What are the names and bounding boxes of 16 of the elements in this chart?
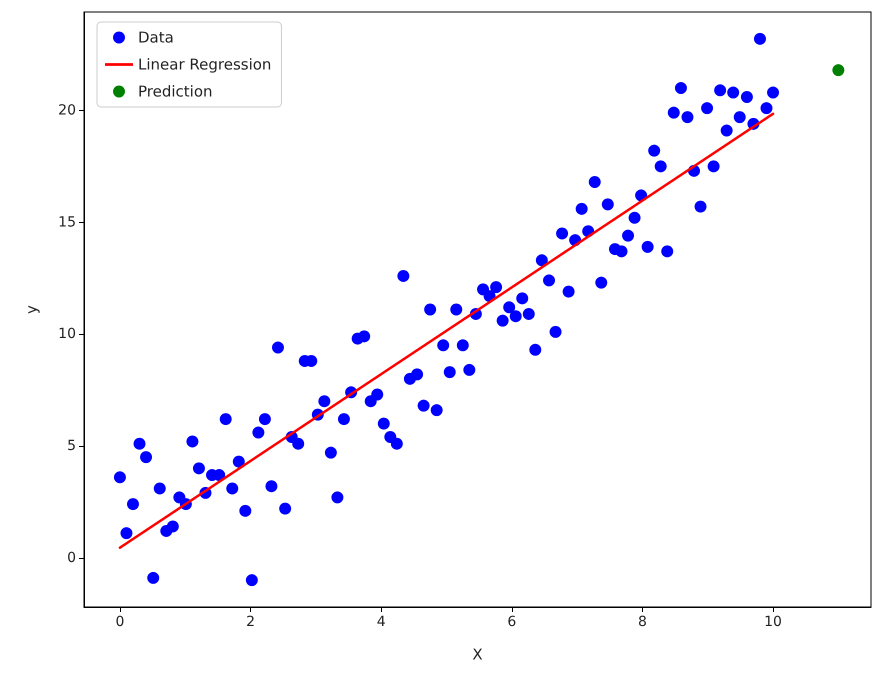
- x-tick-label: 0: [115, 614, 124, 630]
- x-tick-label: 4: [376, 614, 386, 630]
- x-tick-label: 2: [246, 614, 256, 630]
- x-tick-label: 6: [507, 614, 516, 630]
- y-tick-label: 20: [58, 102, 76, 118]
- y-tick-label: 15: [58, 214, 76, 230]
- legend-label: Prediction: [138, 82, 213, 100]
- legend-label: Data: [138, 28, 174, 46]
- x-tick-label: 8: [638, 614, 647, 630]
- x-axis-title: X: [472, 646, 483, 664]
- x-tick-label: 10: [764, 614, 782, 630]
- y-tick-label: 0: [67, 550, 76, 566]
- y-tick-label: 5: [67, 438, 76, 454]
- legend-label: Linear Regression: [138, 56, 272, 74]
- y-tick-label: 10: [58, 326, 76, 342]
- y-axis-title: y: [22, 304, 40, 314]
